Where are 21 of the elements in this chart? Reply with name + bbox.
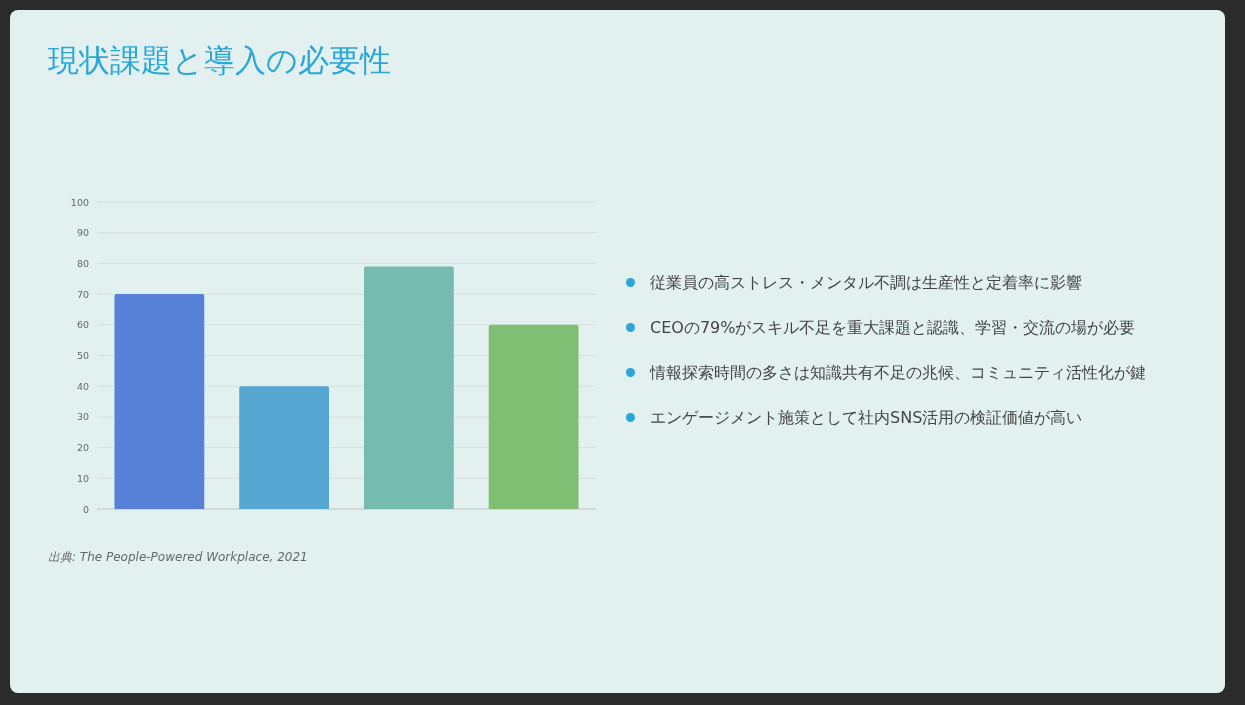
y-tick-label: 10 [76, 472, 89, 484]
y-tick-label: 0 [82, 503, 89, 515]
bar [114, 294, 205, 509]
text: CEOの79%がスキル不足を重大課題と認識、学習・交流の場が必要 [650, 318, 1136, 337]
bar [239, 386, 330, 509]
y-tick-label: 40 [76, 380, 89, 392]
source-note: 出典: The People-Powered Workplace, 2021 [48, 549, 308, 566]
bar [363, 266, 454, 509]
text: 情報探索時間の多さは知識共有不足の兆候、コミュニティ活性化が鍵 [650, 363, 1146, 382]
y-tick-label: 80 [76, 257, 89, 269]
chart-title: 現状課題と導入の必要性 [48, 41, 391, 80]
text: 従業員の高ストレス・メンタル不調は生産性と定着率に影響 [650, 273, 1082, 292]
text: エンゲージメント施策として社内SNS活用の検証価値が高い [650, 408, 1083, 427]
y-tick-label: 70 [76, 288, 89, 300]
y-tick-label: 30 [76, 411, 89, 423]
y-tick-label: 60 [76, 319, 89, 331]
y-tick-label: 100 [70, 196, 89, 208]
y-tick-label: 90 [76, 227, 89, 239]
bar [488, 324, 579, 509]
y-tick-label: 20 [76, 442, 89, 454]
y-tick-label: 50 [76, 350, 89, 361]
